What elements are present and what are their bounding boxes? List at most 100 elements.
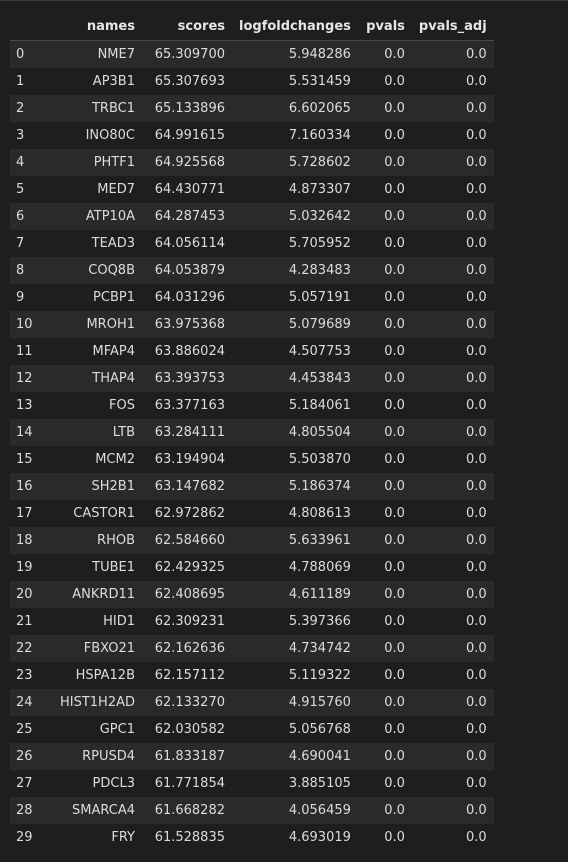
cell-pvals: 0.0 [384,533,405,548]
cell-scores: 63.194904 [154,452,225,467]
table-row: 28 SMARCA4 61.668282 4.056459 0.0 0.0 [10,797,494,824]
table-row: 10 MROH1 63.975368 5.079689 0.0 0.0 [10,311,494,338]
cell-pvals: 0.0 [384,398,405,413]
table-row: 11 MFAP4 63.886024 4.507753 0.0 0.0 [10,338,494,365]
table-row: 15 MCM2 63.194904 5.503870 0.0 0.0 [10,446,494,473]
table-row: 5 MED7 64.430771 4.873307 0.0 0.0 [10,176,494,203]
row-index: 8 [16,263,25,278]
cell-pvals: 0.0 [384,506,405,521]
cell-pvals-adj: 0.0 [465,398,487,413]
cell-pvals: 0.0 [384,641,405,656]
row-index: 3 [16,128,25,143]
cell-scores: 64.925568 [154,155,225,170]
column-header-names: names [44,13,142,41]
row-index: 13 [16,398,33,413]
cell-names: TRBC1 [91,101,135,116]
cell-logfoldchanges: 4.507753 [288,344,351,359]
cell-scores: 62.408695 [154,587,225,602]
cell-scores: 62.309231 [154,614,225,629]
cell-pvals: 0.0 [384,236,405,251]
cell-scores: 64.991615 [154,128,225,143]
cell-pvals: 0.0 [384,128,405,143]
cell-scores: 63.393753 [154,371,225,386]
table-row: 23 HSPA12B 62.157112 5.119322 0.0 0.0 [10,662,494,689]
cell-scores: 65.309700 [154,47,225,62]
table-row: 9 PCBP1 64.031296 5.057191 0.0 0.0 [10,284,494,311]
cell-logfoldchanges: 7.160334 [288,128,351,143]
cell-scores: 65.133896 [154,101,225,116]
cell-pvals-adj: 0.0 [465,344,487,359]
cell-scores: 64.031296 [154,290,225,305]
table-row: 13 FOS 63.377163 5.184061 0.0 0.0 [10,392,494,419]
cell-names: GPC1 [99,722,135,737]
cell-pvals-adj: 0.0 [465,749,487,764]
row-index: 18 [16,533,33,548]
cell-pvals: 0.0 [384,290,405,305]
row-index: 5 [16,182,25,197]
row-index: 2 [16,101,25,116]
cell-scores: 64.056114 [154,236,225,251]
row-index: 21 [16,614,33,629]
table-row: 26 RPUSD4 61.833187 4.690041 0.0 0.0 [10,743,494,770]
table-row: 18 RHOB 62.584660 5.633961 0.0 0.0 [10,527,494,554]
cell-logfoldchanges: 4.283483 [288,263,351,278]
cell-pvals-adj: 0.0 [465,263,487,278]
cell-names: CASTOR1 [73,506,135,521]
cell-pvals-adj: 0.0 [465,425,487,440]
table-row: 2 TRBC1 65.133896 6.602065 0.0 0.0 [10,95,494,122]
row-index: 24 [16,695,33,710]
cell-names: LTB [112,425,135,440]
header-row: names scores logfoldchanges pvals pvals_adj [10,13,494,41]
cell-logfoldchanges: 5.705952 [288,236,351,251]
cell-logfoldchanges: 5.057191 [288,290,351,305]
row-index: 7 [16,236,25,251]
cell-pvals: 0.0 [384,209,405,224]
cell-pvals-adj: 0.0 [465,614,487,629]
cell-logfoldchanges: 5.032642 [288,209,351,224]
cell-logfoldchanges: 5.397366 [288,614,351,629]
cell-names: MFAP4 [92,344,135,359]
cell-pvals: 0.0 [384,101,405,116]
table-row: 24 HIST1H2AD 62.133270 4.915760 0.0 0.0 [10,689,494,716]
row-index: 20 [16,587,33,602]
cell-pvals-adj: 0.0 [465,47,487,62]
cell-scores: 63.377163 [154,398,225,413]
cell-logfoldchanges: 5.079689 [288,317,351,332]
cell-pvals-adj: 0.0 [465,803,487,818]
row-index: 10 [16,317,33,332]
cell-logfoldchanges: 4.788069 [288,560,351,575]
cell-scores: 62.972862 [154,506,225,521]
cell-logfoldchanges: 4.693019 [288,830,351,845]
cell-scores: 62.030582 [154,722,225,737]
row-index: 22 [16,641,33,656]
cell-names: MCM2 [95,452,135,467]
cell-names: RPUSD4 [82,749,135,764]
cell-pvals: 0.0 [384,776,405,791]
cell-logfoldchanges: 5.531459 [288,74,351,89]
cell-pvals: 0.0 [384,317,405,332]
cell-scores: 61.528835 [154,830,225,845]
table-row: 19 TUBE1 62.429325 4.788069 0.0 0.0 [10,554,494,581]
cell-logfoldchanges: 4.873307 [288,182,351,197]
cell-scores: 63.147682 [154,479,225,494]
cell-names: PCBP1 [93,290,135,305]
table-row: 27 PDCL3 61.771854 3.885105 0.0 0.0 [10,770,494,797]
cell-names: SH2B1 [91,479,136,494]
cell-scores: 61.771854 [154,776,225,791]
cell-logfoldchanges: 4.734742 [288,641,351,656]
cell-scores: 64.287453 [154,209,225,224]
table-row: 22 FBXO21 62.162636 4.734742 0.0 0.0 [10,635,494,662]
cell-logfoldchanges: 4.690041 [288,749,351,764]
cell-logfoldchanges: 4.453843 [288,371,351,386]
cell-pvals-adj: 0.0 [465,371,487,386]
cell-names: TUBE1 [92,560,135,575]
cell-pvals: 0.0 [384,803,405,818]
row-index: 4 [16,155,25,170]
cell-logfoldchanges: 4.805504 [288,425,351,440]
cell-pvals: 0.0 [384,830,405,845]
cell-names: TEAD3 [91,236,135,251]
table-row: 0 NME7 65.309700 5.948286 0.0 0.0 [10,40,494,68]
cell-pvals: 0.0 [384,695,405,710]
cell-logfoldchanges: 4.611189 [288,587,351,602]
